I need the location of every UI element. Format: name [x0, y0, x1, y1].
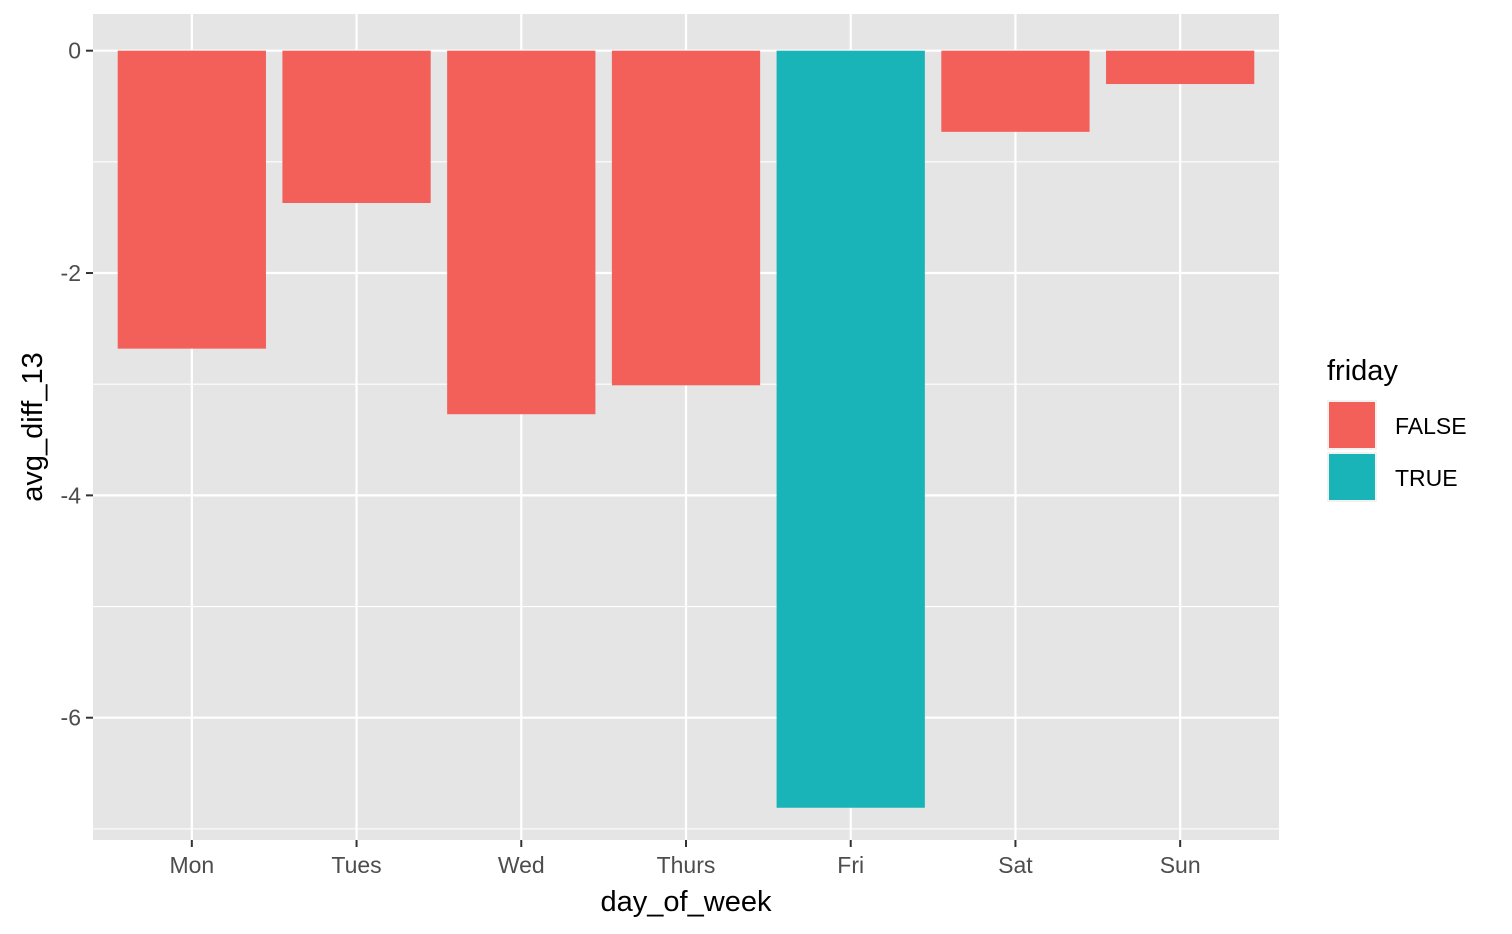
bar-mon	[117, 50, 266, 349]
x-tick-label: Tues	[331, 852, 381, 878]
bar-sat	[941, 50, 1090, 132]
legend-title: friday	[1327, 355, 1398, 387]
x-tick-label: Fri	[837, 852, 864, 878]
x-tick-label: Thurs	[657, 852, 716, 878]
bar-fri	[776, 50, 925, 808]
x-axis: Mon Tues Wed Thurs Fri Sat Sun	[169, 840, 1201, 878]
legend-label-false: FALSE	[1395, 413, 1467, 439]
y-tick-label: 0	[68, 38, 81, 64]
y-tick-label: -6	[61, 705, 81, 731]
x-tick-label: Sun	[1160, 852, 1201, 878]
bars	[117, 50, 1255, 808]
legend-swatch-true	[1329, 454, 1375, 500]
y-tick-label: -4	[61, 482, 82, 508]
legend: friday FALSE TRUE	[1327, 355, 1467, 502]
y-axis-title: avg_diff_13	[17, 352, 49, 501]
x-tick-label: Sat	[998, 852, 1033, 878]
bar-sun	[1106, 50, 1255, 85]
bar-tues	[282, 50, 431, 203]
x-axis-title: day_of_week	[601, 886, 772, 918]
bar-thurs	[611, 50, 761, 386]
y-axis: 0 -2 -4 -6	[61, 38, 93, 731]
x-tick-label: Wed	[498, 852, 545, 878]
legend-swatch-false	[1329, 402, 1375, 448]
x-tick-label: Mon	[169, 852, 214, 878]
y-tick-label: -2	[61, 260, 81, 286]
legend-label-true: TRUE	[1395, 465, 1458, 491]
bar-wed	[447, 50, 596, 415]
